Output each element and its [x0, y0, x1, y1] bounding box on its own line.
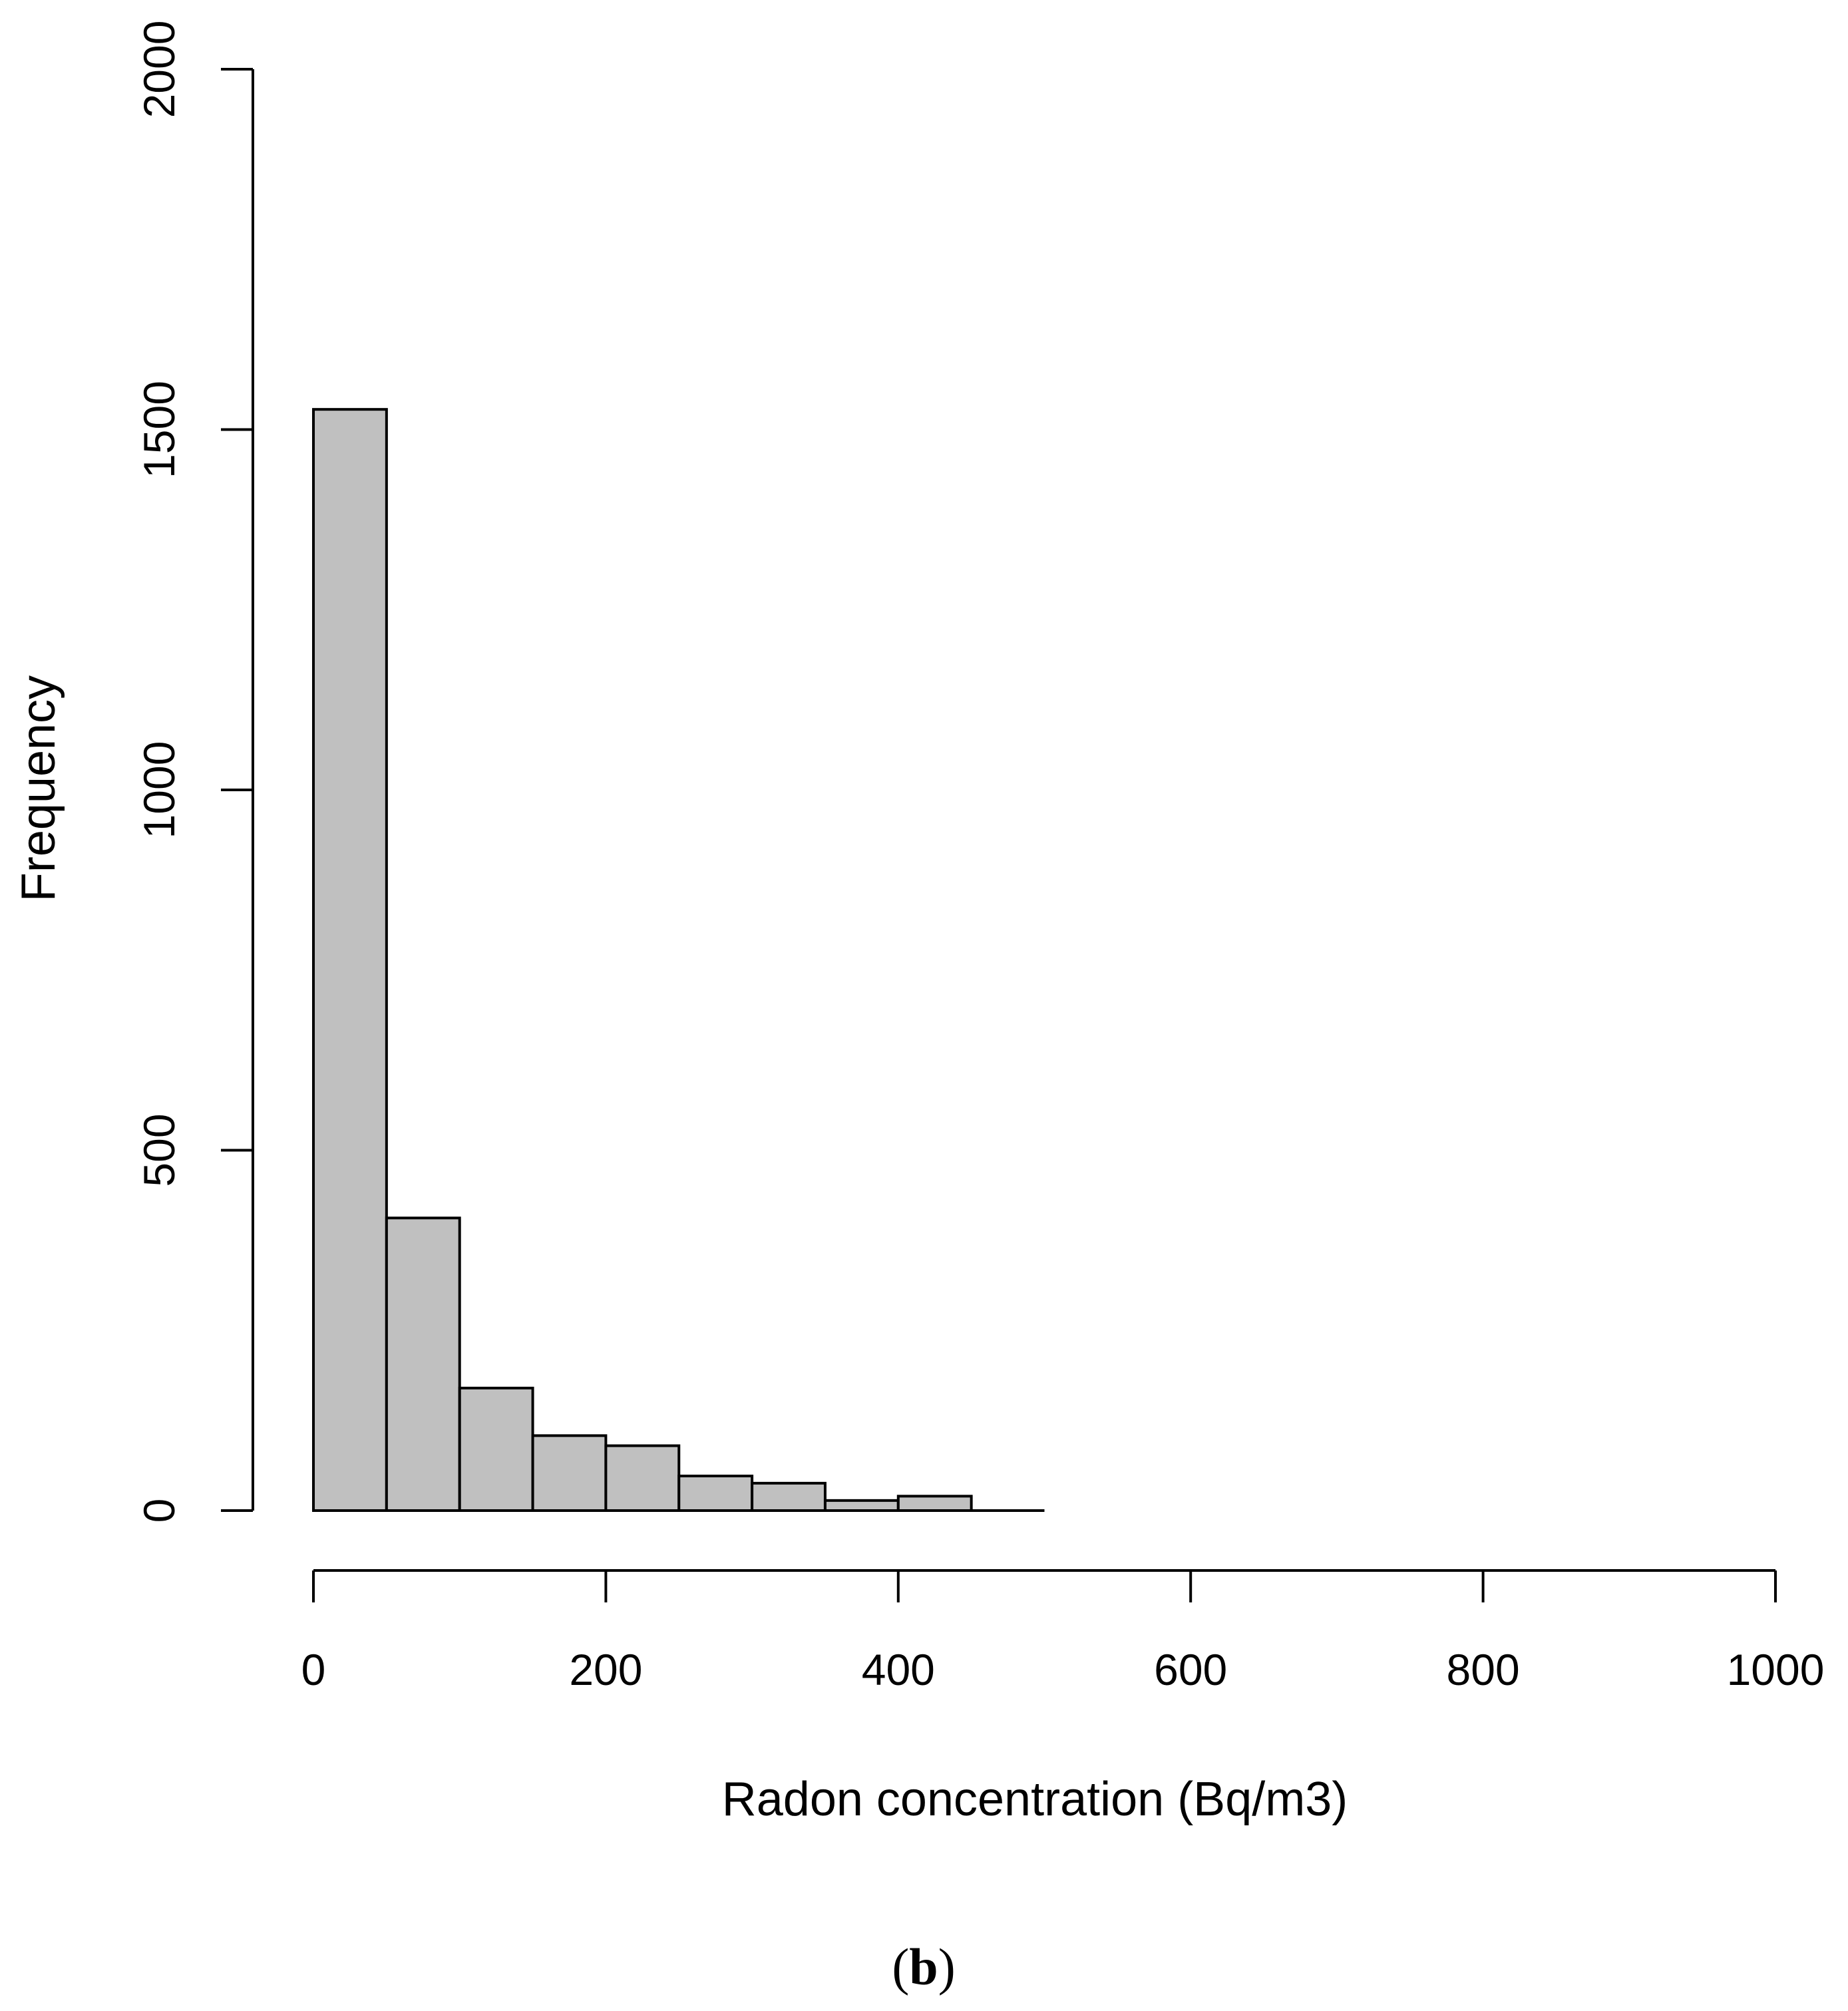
figure-caption: (b): [892, 1938, 955, 1996]
histogram-bar-5: [677, 1475, 754, 1513]
x-tick-label-1: 200: [569, 1645, 642, 1694]
y-tick-label-4: 2000: [134, 21, 184, 118]
histogram-bar-7: [823, 1499, 900, 1512]
y-axis-title: Frequency: [12, 675, 65, 902]
y-tick-label-3: 1500: [134, 381, 184, 478]
x-tick-label-2: 400: [862, 1645, 935, 1694]
x-axis: 0 200 400 600 800 1000: [301, 1569, 1825, 1694]
caption-close-paren: ): [938, 1938, 956, 1996]
x-tick-label-3: 600: [1154, 1645, 1227, 1694]
x-tick-label-4: 800: [1447, 1645, 1520, 1694]
histogram-bars: [312, 408, 973, 1513]
histogram-bar-3: [531, 1434, 608, 1512]
histogram-bar-2: [458, 1386, 534, 1512]
caption-open-paren: (: [892, 1938, 909, 1996]
histogram-bar-4: [604, 1444, 681, 1513]
histogram-bar-8: [896, 1495, 973, 1513]
x-tick-label-0: 0: [301, 1645, 326, 1694]
histogram-bar-1: [385, 1216, 461, 1512]
histogram-bar-0: [312, 408, 388, 1512]
x-tick-label-5: 1000: [1727, 1645, 1825, 1694]
y-tick-label-2: 1000: [134, 741, 184, 839]
histogram-bar-6: [751, 1481, 827, 1512]
caption-letter: b: [909, 1938, 938, 1996]
y-axis: 0 500 1000 1500 2000: [134, 21, 254, 1523]
y-tick-label-1: 500: [134, 1113, 184, 1187]
y-tick-label-0: 0: [134, 1499, 184, 1523]
x-axis-title: Radon concentration (Bq/m3): [722, 1773, 1348, 1826]
